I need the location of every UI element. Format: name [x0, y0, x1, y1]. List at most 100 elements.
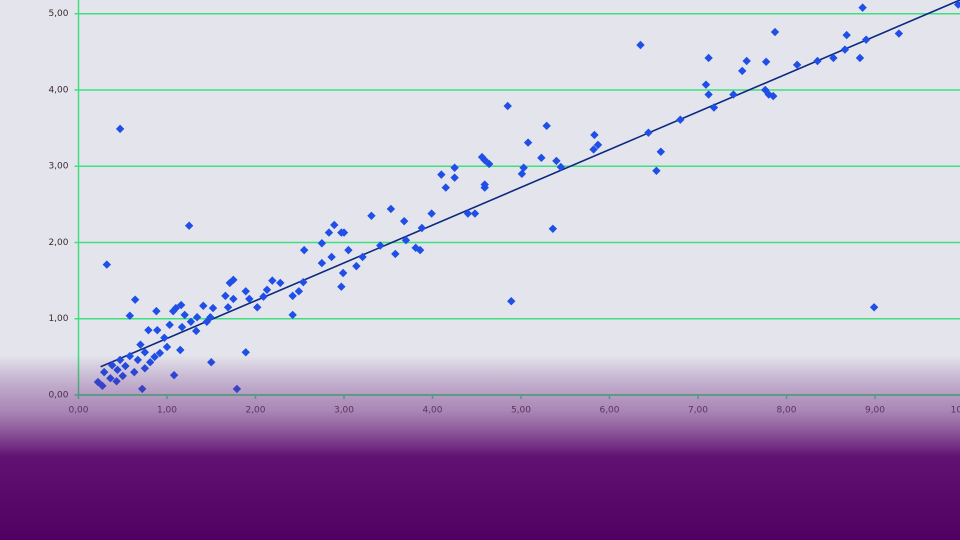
point	[136, 340, 145, 349]
point	[358, 252, 367, 262]
point	[192, 313, 202, 322]
point	[352, 261, 361, 271]
point	[176, 345, 185, 355]
point	[644, 128, 653, 137]
point	[223, 303, 233, 312]
point	[556, 162, 566, 172]
point	[241, 287, 250, 296]
point	[376, 241, 385, 250]
point	[769, 91, 778, 101]
plot-area: 0,001,002,003,004,005,000,001,002,003,00…	[48, 0, 960, 416]
point	[411, 243, 420, 253]
point	[548, 224, 558, 233]
point	[208, 303, 218, 313]
point	[199, 301, 208, 310]
y-tick-label: 2,00	[48, 238, 68, 248]
point	[294, 287, 304, 296]
point	[840, 45, 850, 54]
point	[153, 325, 162, 335]
point	[184, 221, 194, 230]
point	[480, 155, 489, 165]
point	[391, 249, 400, 259]
point	[401, 236, 411, 245]
point	[202, 317, 212, 326]
point	[162, 342, 172, 352]
point	[399, 216, 409, 226]
point	[253, 303, 262, 312]
point	[704, 53, 713, 63]
y-tick-label: 5,00	[48, 9, 68, 19]
point	[484, 159, 494, 169]
point	[589, 145, 598, 154]
point	[367, 211, 376, 221]
point	[770, 27, 780, 37]
point	[221, 291, 230, 301]
point	[829, 53, 838, 63]
point	[441, 183, 450, 192]
y-tick-label: 4,00	[48, 85, 68, 95]
point	[317, 239, 327, 248]
point	[276, 278, 285, 288]
point	[542, 121, 551, 131]
point	[729, 90, 738, 99]
point	[225, 278, 235, 288]
point	[450, 163, 459, 172]
point	[709, 103, 719, 112]
point	[480, 183, 489, 192]
point	[470, 209, 480, 218]
point	[861, 35, 871, 44]
point	[764, 90, 773, 99]
point	[676, 115, 685, 124]
point	[288, 291, 297, 301]
point	[317, 258, 327, 268]
point	[386, 204, 396, 214]
point	[427, 209, 436, 218]
point	[130, 295, 140, 304]
point	[858, 3, 867, 12]
point	[259, 292, 268, 301]
point	[229, 294, 238, 304]
point	[742, 56, 751, 66]
point	[437, 170, 446, 179]
point	[523, 138, 533, 147]
point	[636, 40, 645, 50]
point	[415, 245, 425, 255]
point	[953, 0, 960, 9]
y-tick-label: 3,00	[48, 162, 68, 172]
point	[503, 101, 512, 111]
point	[177, 322, 187, 332]
point	[299, 245, 309, 255]
point	[450, 173, 459, 182]
point	[330, 220, 339, 230]
point	[115, 124, 125, 134]
point	[241, 348, 250, 357]
point	[160, 333, 169, 343]
point	[288, 310, 297, 320]
point	[519, 163, 528, 172]
point	[268, 276, 277, 285]
point	[324, 228, 334, 237]
point	[552, 156, 561, 166]
point	[792, 60, 802, 70]
point	[869, 303, 879, 312]
point	[180, 310, 189, 320]
point	[327, 252, 336, 262]
point	[192, 326, 201, 336]
point	[842, 30, 851, 40]
point	[656, 147, 666, 156]
point	[517, 169, 527, 179]
point	[140, 348, 150, 357]
point	[102, 260, 112, 269]
point	[144, 325, 153, 335]
point	[701, 80, 711, 89]
point	[186, 317, 196, 326]
point	[652, 166, 661, 176]
point	[152, 306, 161, 316]
point	[125, 311, 135, 320]
point	[338, 268, 348, 278]
point	[339, 228, 349, 237]
y-tick-label: 1,00	[48, 314, 68, 324]
point	[855, 53, 865, 63]
